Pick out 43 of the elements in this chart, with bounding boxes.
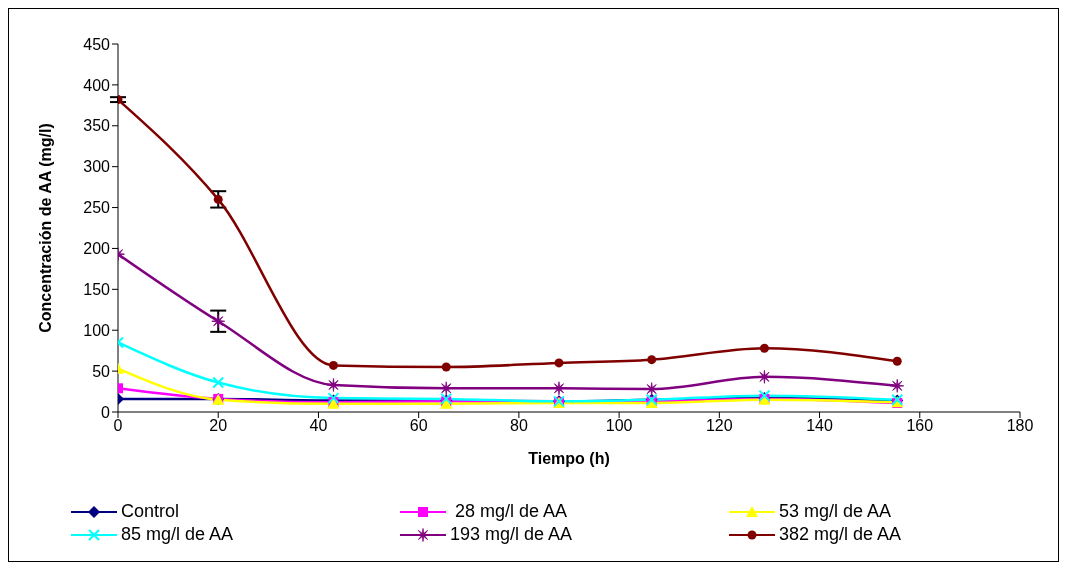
y-tick-label: 250	[83, 199, 111, 217]
y-tick-label: 50	[92, 362, 111, 380]
point	[647, 355, 657, 365]
legend-label: 85 mg/l de AA	[121, 524, 234, 545]
legend-label: 28 mg/l de AA	[454, 501, 568, 522]
y-axis-title: Concentración de AA (mg/l)	[36, 123, 54, 333]
x-tick-label: 80	[509, 417, 528, 435]
x-tick-label: 100	[605, 417, 633, 435]
y-tick-label: 350	[83, 117, 111, 135]
point	[759, 343, 769, 353]
y-tick-label: 150	[83, 281, 111, 299]
point	[439, 381, 454, 396]
point	[757, 369, 772, 384]
point	[326, 378, 341, 392]
y-tick-label: 200	[83, 240, 111, 258]
point	[890, 378, 905, 393]
x-tick-label: 60	[409, 417, 428, 435]
y-tick-label: 400	[83, 76, 111, 94]
point	[554, 358, 564, 368]
point	[212, 376, 225, 389]
x-tick-label: 120	[705, 417, 733, 435]
point	[213, 194, 223, 204]
legend-label: 193 mg/l de AA	[450, 524, 573, 545]
x-tick-label: 140	[806, 417, 833, 435]
x-tick-label: 0	[113, 417, 123, 435]
point	[644, 382, 659, 396]
point	[552, 381, 566, 396]
legend-label: 53 mg/l de AA	[779, 501, 892, 522]
x-tick-label: 180	[1006, 417, 1034, 435]
y-tick-label: 450	[83, 35, 111, 53]
y-tick-label: 300	[83, 158, 111, 176]
legend-label: Control	[121, 501, 180, 522]
point	[328, 360, 338, 370]
x-tick-label: 160	[906, 417, 934, 435]
point	[211, 314, 226, 329]
point	[892, 356, 902, 366]
y-tick-label: 0	[101, 403, 111, 421]
x-tick-label: 40	[309, 417, 328, 435]
x-tick-label: 20	[209, 417, 228, 435]
legend-label: 382 mg/l de AA	[779, 524, 902, 545]
y-tick-label: 100	[83, 321, 111, 339]
x-axis-title: Tiempo (h)	[528, 450, 610, 467]
point	[441, 362, 451, 372]
